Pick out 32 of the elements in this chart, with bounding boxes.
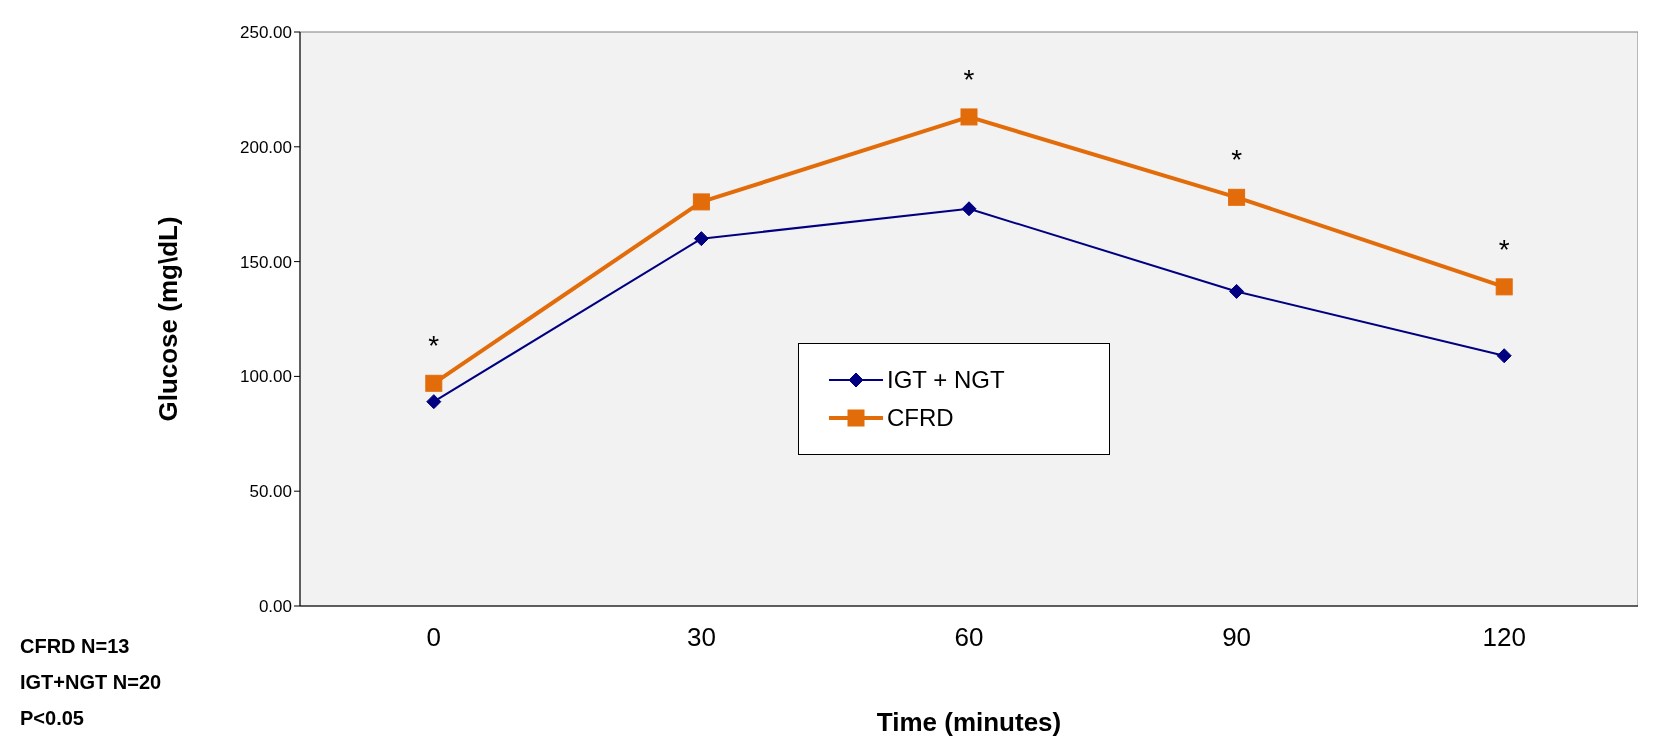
x-tick-label: 60: [954, 622, 984, 653]
point: [961, 201, 977, 217]
annotation: *: [963, 63, 975, 95]
legend-label: CFRD: [887, 404, 954, 432]
text: P<0.05: [20, 706, 85, 731]
point: [1228, 188, 1246, 206]
x-tick-label: 90: [1222, 622, 1252, 653]
legend-label: IGT + NGT: [887, 366, 1005, 394]
point: [425, 374, 443, 392]
x-tick-label: 30: [686, 622, 716, 653]
text: CFRD N=13: [20, 634, 131, 659]
x-tick-label: 120: [1482, 622, 1526, 653]
y-tick-label: 150.00: [240, 252, 292, 272]
annotation: *: [1498, 233, 1510, 265]
x-tick-label: 0: [426, 622, 442, 653]
annotation: *: [1231, 144, 1243, 176]
point: [1496, 348, 1512, 364]
y-tick-label: 200.00: [240, 137, 292, 157]
y-tick-label: 100.00: [240, 367, 292, 387]
point: [1495, 278, 1513, 296]
annotation: *: [428, 330, 440, 362]
point: [426, 394, 442, 410]
point: [960, 108, 978, 126]
x-axis-title: Time (minutes): [876, 707, 1062, 737]
y-tick-label: 0.00: [258, 597, 292, 617]
y-tick-label: 50.00: [249, 482, 292, 502]
text: IGT+NGT N=20: [20, 670, 162, 695]
y-axis-title: Glucose (mg\dL): [153, 216, 184, 422]
point: [693, 231, 709, 247]
y-tick-label: 250.00: [240, 23, 292, 43]
point: [1229, 283, 1245, 299]
point: [692, 193, 710, 211]
